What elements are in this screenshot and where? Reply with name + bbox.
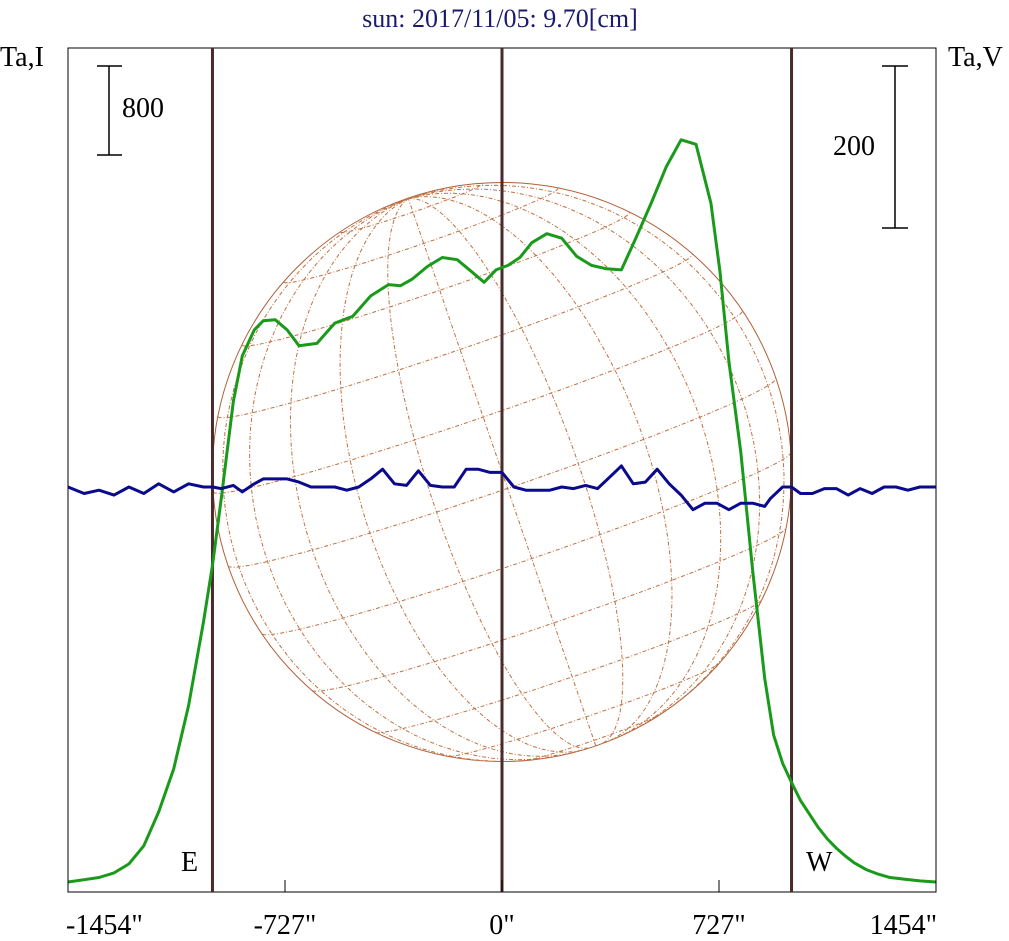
series-line-polarization — [67, 464, 936, 512]
right-axis-label: Ta,V — [948, 42, 1003, 73]
latitude-line — [312, 528, 787, 692]
longitude-line — [387, 198, 589, 749]
left-axis-label: Ta,I — [0, 42, 44, 73]
scale-bar-left-label: 800 — [122, 93, 164, 124]
series-lines — [67, 138, 937, 884]
x-tick-label: 727" — [692, 910, 745, 941]
limb-markers — [210, 48, 794, 892]
longitude-line — [408, 196, 673, 741]
x-tick-label: -727" — [254, 910, 317, 941]
longitude-line — [249, 198, 558, 761]
longitude-line — [408, 192, 722, 739]
x-axis-ticks: -1454" -727" 0" 727" 1454" — [66, 880, 937, 941]
scale-bar-left: 800 — [97, 65, 164, 156]
chart-title: sun: 2017/11/05: 9.70[cm] — [362, 4, 638, 33]
latitude-line — [241, 212, 630, 347]
longitude-line — [407, 198, 597, 746]
x-tick-label: 0" — [489, 910, 514, 941]
latitude-line — [524, 713, 662, 762]
scale-bar-right-label: 200 — [833, 131, 875, 162]
scale-bar-right: 200 — [833, 65, 908, 229]
longitude-line — [289, 198, 576, 757]
latitude-line — [283, 188, 559, 284]
west-label: W — [806, 847, 833, 878]
series-line-intensity — [67, 138, 937, 884]
longitude-line — [222, 198, 525, 762]
longitude-line — [408, 188, 761, 732]
longitude-line — [408, 184, 785, 715]
latitude-line — [340, 183, 483, 233]
longitude-line — [408, 197, 624, 744]
x-tick-label: 1454" — [870, 910, 937, 941]
latitude-line — [262, 452, 792, 636]
east-label: E — [181, 847, 198, 878]
x-tick-label: -1454" — [66, 910, 143, 941]
